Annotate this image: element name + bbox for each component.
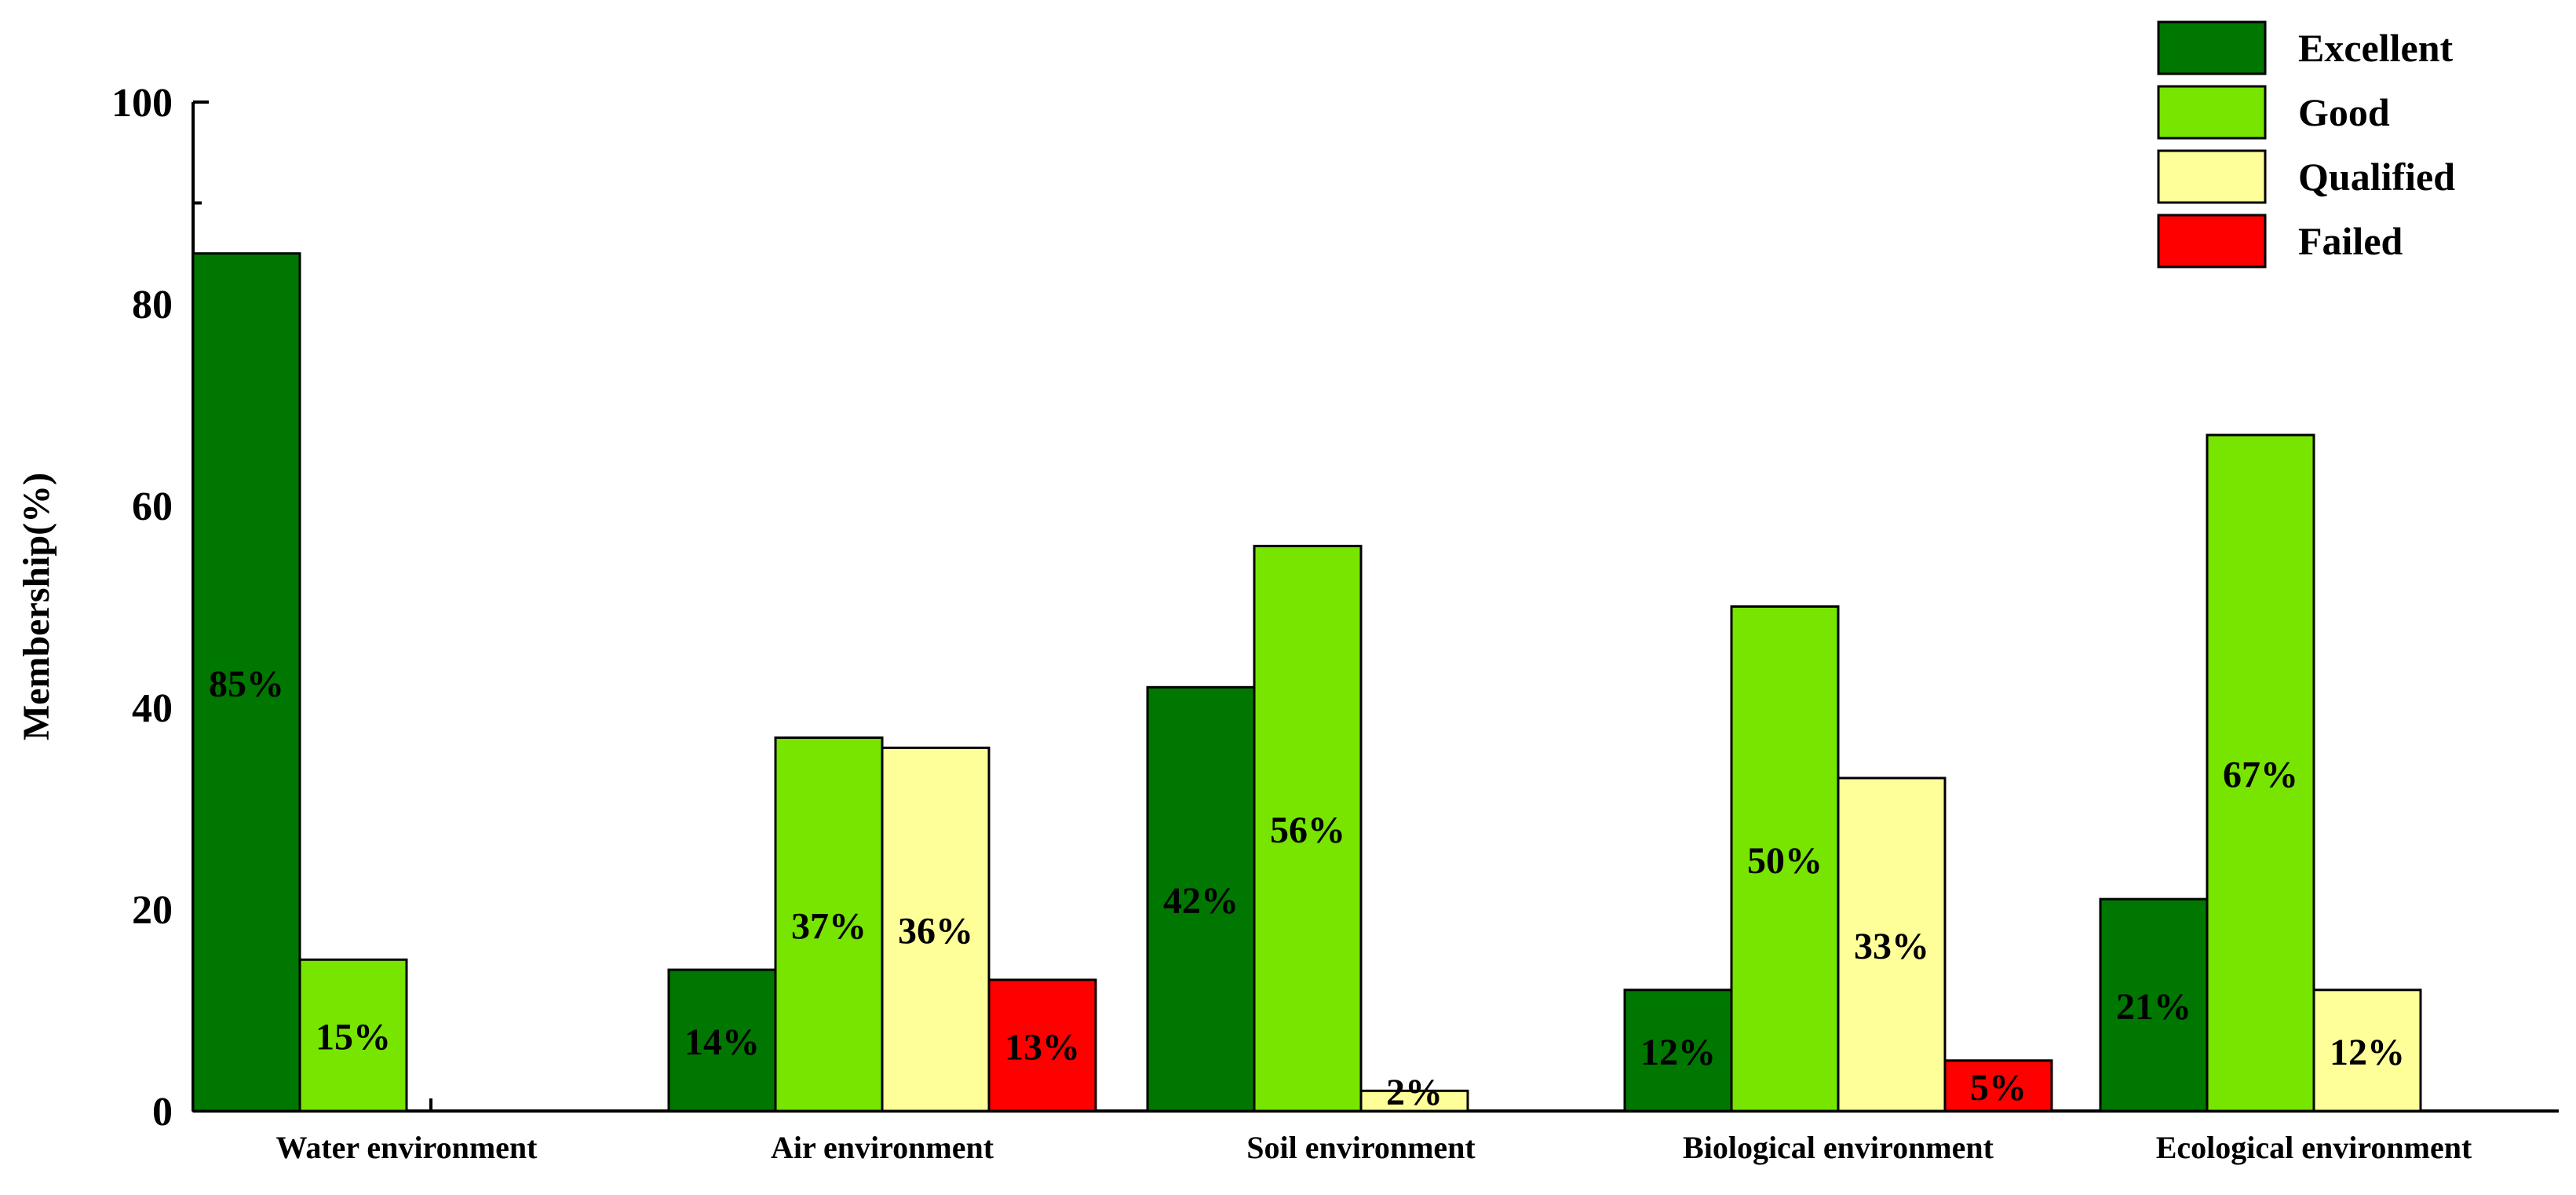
data-label: 13% xyxy=(1005,1026,1080,1068)
bar-good-0 xyxy=(298,958,408,1113)
data-label: 14% xyxy=(684,1021,760,1063)
legend-swatch-failed xyxy=(2157,214,2267,269)
bar-qualified-4 xyxy=(2312,989,2422,1113)
y-tick-label: 40 xyxy=(132,686,173,731)
bar-excellent-0 xyxy=(192,252,301,1113)
bar-excellent-3 xyxy=(1623,989,1733,1113)
bar-excellent-4 xyxy=(2099,897,2209,1113)
bar-qualified-3 xyxy=(1837,777,1947,1113)
bar-good-1 xyxy=(774,736,884,1113)
data-label: 50% xyxy=(1747,840,1823,882)
bar-excellent-1 xyxy=(667,968,777,1113)
bar-qualified-1 xyxy=(881,746,991,1113)
bar-failed-1 xyxy=(987,978,1097,1113)
y-tick-label: 0 xyxy=(152,1090,173,1135)
axes: 0 20 40 60 80 100 Membership(%) Water environme… xyxy=(16,81,2559,1165)
legend-label-good: Good xyxy=(2298,90,2390,134)
data-label: 36% xyxy=(898,911,973,952)
data-labels: 85% 15% 14% 37% 36% 13% 42% 56% 2% 12% 50% 33% 5% 21%… xyxy=(209,663,2405,1113)
bar-good-3 xyxy=(1730,605,1840,1113)
bar-good-2 xyxy=(1253,544,1363,1113)
bar-qualified-2 xyxy=(1359,1089,1469,1113)
data-label: 15% xyxy=(316,1017,391,1058)
data-label: 85% xyxy=(209,663,284,705)
bars xyxy=(192,252,2422,1113)
data-label: 12% xyxy=(2330,1032,2405,1073)
data-label: 21% xyxy=(2116,986,2191,1028)
legend-label-failed: Failed xyxy=(2298,219,2403,263)
x-category-label: Air environment xyxy=(771,1130,994,1165)
data-label: 42% xyxy=(1163,880,1239,922)
data-label: 33% xyxy=(1854,926,1929,967)
y-tick-label: 20 xyxy=(132,888,173,933)
x-category-label: Soil environment xyxy=(1246,1130,1476,1165)
y-tick-label: 80 xyxy=(132,283,173,327)
data-label: 56% xyxy=(1270,809,1345,851)
y-tick-label: 60 xyxy=(132,484,173,529)
y-axis-label: Membership(%) xyxy=(16,473,57,740)
x-category-label: Ecological environment xyxy=(2156,1130,2472,1165)
y-tick-label: 100 xyxy=(111,81,173,126)
legend-swatch-good xyxy=(2157,85,2267,140)
legend-label-qualified: Qualified xyxy=(2298,155,2455,199)
bar-failed-3 xyxy=(1943,1059,2053,1113)
data-label: 2% xyxy=(1386,1072,1443,1113)
data-label: 67% xyxy=(2223,755,2298,796)
data-label: 5% xyxy=(1970,1067,2027,1109)
bar-good-4 xyxy=(2206,433,2315,1113)
data-label: 12% xyxy=(1640,1032,1716,1073)
legend: Excellent Good Qualified Failed xyxy=(2157,20,2455,269)
legend-label-excellent: Excellent xyxy=(2298,26,2454,70)
legend-swatch-excellent xyxy=(2157,20,2267,75)
x-category-label: Biological environment xyxy=(1683,1130,1994,1165)
legend-swatch-qualified xyxy=(2157,149,2267,204)
x-category-label: Water environment xyxy=(276,1130,538,1165)
data-label: 37% xyxy=(791,905,867,947)
